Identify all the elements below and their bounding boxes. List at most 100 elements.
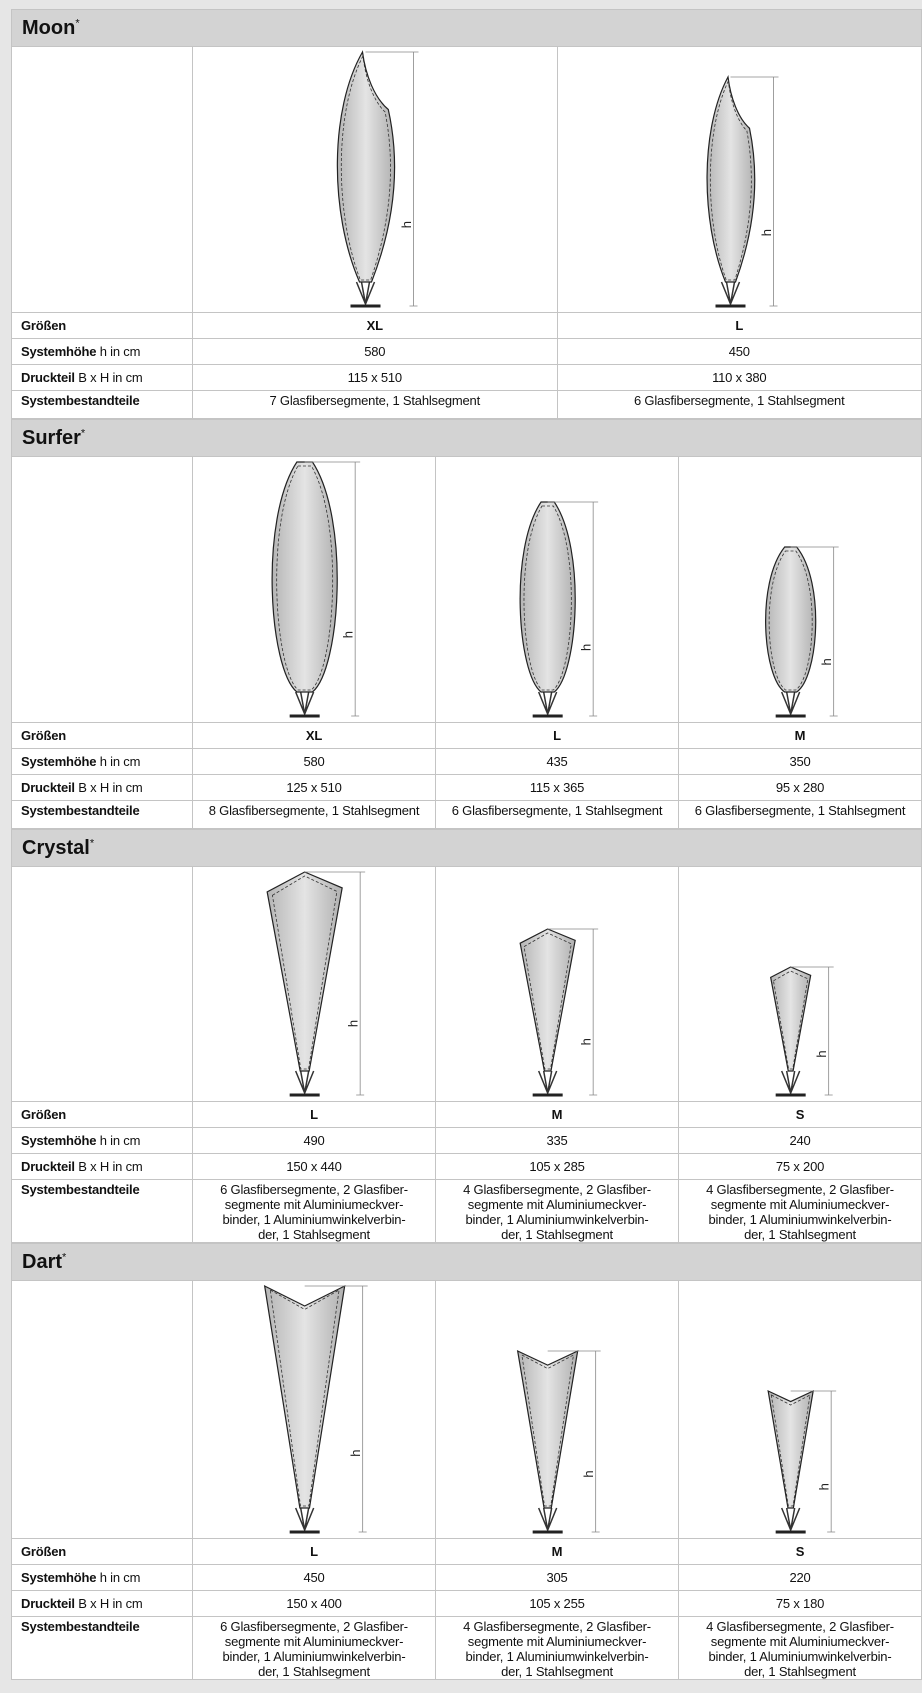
value-cell: 450	[193, 1565, 436, 1591]
row-label-unit: B x H in cm	[78, 370, 142, 385]
dimension-label: h	[348, 1450, 363, 1457]
value-cell: 305	[436, 1565, 679, 1591]
value-line: 6 Glasfibersegmente, 1 Stahlsegment	[695, 803, 906, 818]
dimension-label: h	[581, 1471, 596, 1478]
dimension-label: h	[579, 644, 594, 651]
row-label-bold: Größen	[21, 318, 66, 333]
value-cell: 8 Glasfibersegmente, 1 Stahlsegment	[193, 801, 436, 829]
stand	[296, 1508, 314, 1530]
value-line: binder, 1 Aluminiumwinkelverbin-	[709, 1649, 892, 1664]
value-cell: M	[436, 1102, 679, 1128]
dimension-label: h	[346, 1020, 361, 1027]
flag-body	[766, 547, 816, 692]
flag-body	[267, 872, 342, 1071]
section-header-row: Crystal*	[12, 830, 922, 867]
value-line: segmente mit Aluminiumeckver-	[468, 1634, 646, 1649]
section-header: Moon*	[12, 10, 922, 47]
value-line: 6 Glasfibersegmente, 2 Glasfiber-	[220, 1619, 408, 1634]
product-figure: h	[193, 1281, 436, 1538]
row-label-unit: h in cm	[100, 344, 141, 359]
data-row: Systemhöhe h in cm580435350	[12, 749, 922, 775]
product-figure: h	[193, 867, 436, 1101]
data-row: GrößenLMS	[12, 1102, 922, 1128]
value-cell: 7 Glasfibersegmente, 1 Stahlsegment	[193, 391, 558, 419]
value-line: 4 Glasfibersegmente, 2 Glasfiber-	[706, 1619, 894, 1634]
section-header: Dart*	[12, 1244, 922, 1281]
section-table: Surfer*hhhGrößenXLLMSystemhöhe h in cm58…	[11, 419, 922, 829]
value-text: 435	[546, 754, 567, 769]
row-label-unit: B x H in cm	[78, 1596, 142, 1611]
row-label: Systemhöhe h in cm	[12, 1128, 193, 1154]
value-line: 6 Glasfibersegmente, 1 Stahlsegment	[452, 803, 663, 818]
data-row: Systembestandteile7 Glasfibersegmente, 1…	[12, 391, 922, 419]
value-cell: 150 x 400	[193, 1591, 436, 1617]
value-line: binder, 1 Aluminiumwinkelverbin-	[466, 1212, 649, 1227]
data-row: Druckteil B x H in cm115 x 510110 x 380	[12, 365, 922, 391]
value-cell: M	[679, 723, 922, 749]
data-row: Systembestandteile 6 Glasfibersegmente, 2…	[12, 1180, 922, 1243]
row-label: Systembestandteile	[12, 1180, 193, 1243]
stand	[539, 692, 557, 714]
value-cell: 4 Glasfibersegmente, 2 Glasfiber-segment…	[679, 1617, 922, 1680]
image-cell: h	[193, 867, 436, 1102]
row-label-bold: Größen	[21, 1544, 66, 1559]
value-cell: XL	[193, 723, 436, 749]
value-line: der, 1 Stahlsegment	[258, 1227, 370, 1242]
value-line: binder, 1 Aluminiumwinkelverbin-	[223, 1649, 406, 1664]
value-cell: 6 Glasfibersegmente, 1 Stahlsegment	[679, 801, 922, 829]
value-text: 105 x 255	[529, 1596, 584, 1611]
product-figure: h	[436, 867, 679, 1101]
stand	[721, 282, 739, 304]
value-line: der, 1 Stahlsegment	[501, 1227, 613, 1242]
image-cell: h	[436, 867, 679, 1102]
row-label-bold: Systembestandteile	[21, 1182, 140, 1197]
value-cell: 6 Glasfibersegmente, 2 Glasfiber-segment…	[193, 1180, 436, 1243]
row-label-unit: h in cm	[100, 754, 141, 769]
row-label-unit: h in cm	[100, 1570, 141, 1585]
section-header-row: Surfer*	[12, 420, 922, 457]
value-cell: 580	[193, 749, 436, 775]
value-cell: 75 x 180	[679, 1591, 922, 1617]
row-label-bold: Systembestandteile	[21, 803, 140, 818]
value-text: 115 x 510	[348, 370, 402, 385]
value-text: 150 x 400	[286, 1596, 341, 1611]
image-cell: h	[679, 1281, 922, 1539]
title-note: *	[62, 1251, 66, 1263]
empty-cell	[12, 457, 193, 723]
flag-body	[518, 1351, 578, 1508]
value-line: segmente mit Aluminiumeckver-	[711, 1197, 889, 1212]
row-label: Systemhöhe h in cm	[12, 339, 193, 365]
value-cell: 4 Glasfibersegmente, 2 Glasfiber-segment…	[436, 1617, 679, 1680]
row-label-bold: Systemhöhe	[21, 1133, 96, 1148]
row-label-bold: Druckteil	[21, 1596, 75, 1611]
section-header: Crystal*	[12, 830, 922, 867]
value-cell: XL	[193, 313, 558, 339]
value-cell: 350	[679, 749, 922, 775]
value-line: segmente mit Aluminiumeckver-	[711, 1634, 889, 1649]
row-label-bold: Druckteil	[21, 780, 75, 795]
row-label: Größen	[12, 1102, 193, 1128]
value-text: L	[310, 1544, 318, 1559]
flag-body	[771, 967, 811, 1071]
product-figure: h	[679, 867, 922, 1101]
dimension-label: h	[579, 1038, 594, 1045]
dimension-label: h	[341, 631, 356, 638]
value-text: 305	[546, 1570, 567, 1585]
dimension-label: h	[817, 1483, 832, 1490]
stand	[296, 692, 314, 714]
value-text: M	[552, 1544, 563, 1559]
product-figure: h	[436, 457, 679, 722]
image-cell: h	[193, 457, 436, 723]
value-cell: 335	[436, 1128, 679, 1154]
dimension-label: h	[814, 1051, 829, 1058]
image-cell: h	[193, 47, 558, 313]
value-text: 220	[789, 1570, 810, 1585]
value-line: der, 1 Stahlsegment	[258, 1664, 370, 1679]
dimension-label: h	[758, 229, 773, 236]
row-label: Systemhöhe h in cm	[12, 1565, 193, 1591]
